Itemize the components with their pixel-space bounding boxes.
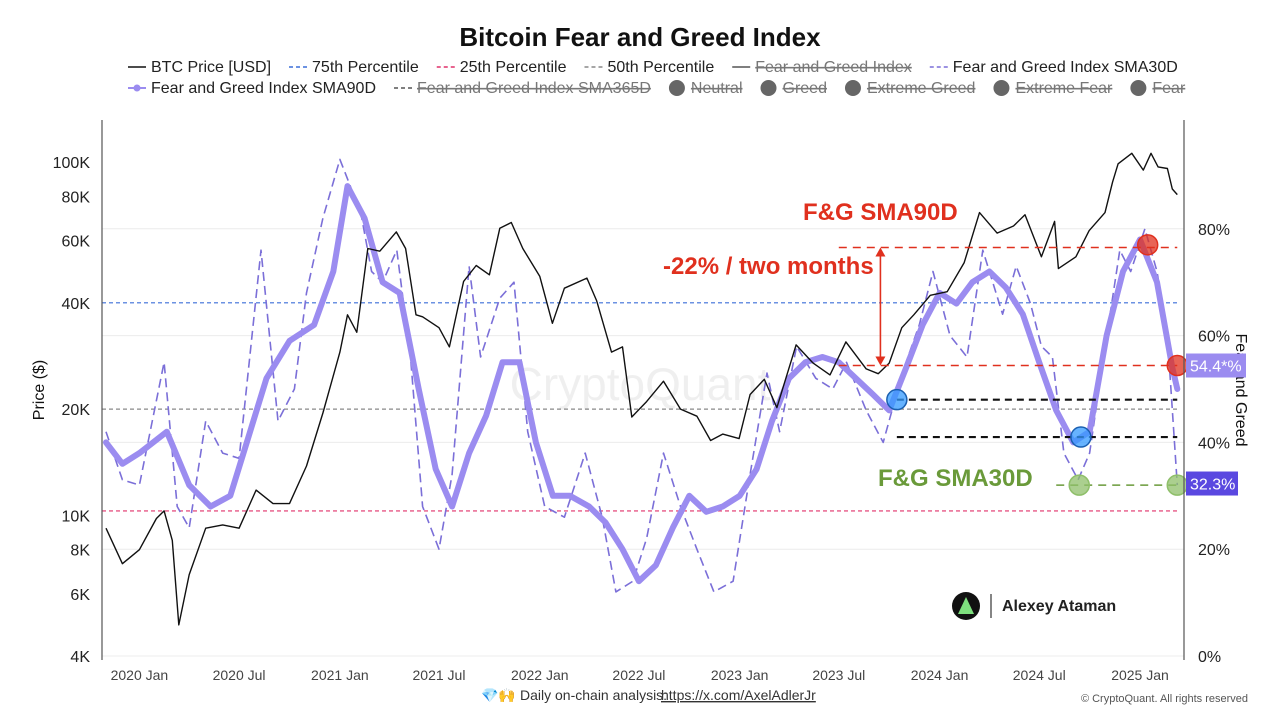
- annotation-sma90d: F&G SMA90D: [803, 199, 958, 226]
- arrow-head-down: [875, 356, 886, 366]
- series-line-btc-price: [105, 152, 1178, 626]
- footer-text: Daily on-chain analysis:: [520, 687, 667, 703]
- x-tick: 2024 Jul: [1013, 667, 1066, 683]
- marker-circle: [1136, 234, 1159, 256]
- x-tick: 2023 Jul: [812, 667, 865, 683]
- y-axis-right-label: Fear and Greed: [1232, 334, 1249, 447]
- legend-item[interactable]: 75th Percentile: [289, 59, 419, 76]
- series-group: [103, 152, 1181, 626]
- x-axis-ticks: 2020 Jan 2020 Jul 2021 Jan 2021 Jul 2022 Jan…: [111, 667, 1169, 683]
- legend-label: Neutral: [691, 80, 743, 97]
- y-tick-left: 10K: [62, 508, 91, 525]
- y-tick-right: 0%: [1198, 649, 1221, 666]
- y-tick-right: 80%: [1198, 222, 1230, 239]
- value-badges: 54.4*% 32.3%: [1186, 353, 1246, 496]
- value-badge: [1186, 471, 1238, 496]
- x-tick: 2020 Jul: [213, 667, 266, 683]
- left-axis-ticks: 4K 6K 8K 10K 20K 40K 60K 80K 100K: [53, 155, 91, 666]
- legend-label: Fear and Greed Index SMA30D: [953, 59, 1178, 76]
- legend-item[interactable]: Extreme Greed: [844, 80, 975, 97]
- legend: BTC Price [USD] 75th Percentile 25th Perce…: [128, 59, 1186, 97]
- watermark: CryptoQuant: [510, 358, 771, 410]
- legend-item[interactable]: Fear and Greed Index SMA30D: [929, 59, 1178, 76]
- legend-item[interactable]: Greed: [760, 80, 827, 97]
- legend-item[interactable]: Fear: [1130, 80, 1186, 97]
- legend-swatch: [760, 80, 777, 96]
- y-tick-left: 4K: [70, 649, 90, 666]
- legend-item[interactable]: 50th Percentile: [584, 59, 714, 76]
- footer-link[interactable]: https://x.com/AxelAdlerJr: [661, 687, 816, 703]
- y-tick-left: 40K: [62, 296, 91, 313]
- legend-swatch: [993, 80, 1010, 96]
- legend-swatch: [1130, 80, 1147, 96]
- author-block: Alexey Ataman: [952, 592, 1116, 620]
- y-tick-left: 100K: [53, 155, 91, 172]
- x-tick: 2024 Jan: [911, 667, 969, 683]
- y-tick-left: 60K: [62, 234, 91, 251]
- legend-item[interactable]: Fear and Greed Index SMA365D: [394, 80, 651, 97]
- value-badge: [1186, 353, 1246, 378]
- x-tick: 2022 Jan: [511, 667, 569, 683]
- author-logo-icon: [958, 597, 974, 614]
- footer-emoji: 💎🙌: [481, 687, 516, 703]
- legend-item[interactable]: Extreme Fear: [993, 80, 1113, 97]
- value-badge-text: 32.3%: [1190, 477, 1235, 494]
- x-tick: 2025 Jan: [1111, 667, 1169, 683]
- annotation-sma30d: F&G SMA30D: [878, 465, 1033, 492]
- x-tick: 2020 Jan: [111, 667, 169, 683]
- legend-label: Greed: [783, 80, 827, 97]
- series-line-sma90d: [103, 183, 1181, 585]
- copyright: © CryptoQuant. All rights reserved: [1081, 693, 1248, 705]
- legend-swatch: [668, 80, 685, 96]
- legend-label: 25th Percentile: [460, 59, 567, 76]
- legend-item[interactable]: Fear and Greed Index SMA90D: [128, 80, 376, 97]
- right-axis-ticks: 0% 20% 40% 60% 80%: [1198, 222, 1230, 666]
- legend-item[interactable]: 25th Percentile: [436, 59, 567, 76]
- y-tick-right: 20%: [1198, 542, 1230, 559]
- legend-item[interactable]: Neutral: [668, 80, 743, 97]
- level-lines: [838, 246, 1178, 486]
- legend-item[interactable]: Fear and Greed Index: [732, 59, 912, 76]
- legend-label: BTC Price [USD]: [151, 59, 271, 76]
- x-tick: 2023 Jan: [711, 667, 769, 683]
- y-tick-right: 40%: [1198, 435, 1230, 452]
- annotation-drop: -22% / two months: [663, 253, 874, 280]
- author-name: Alexey Ataman: [1002, 598, 1116, 615]
- y-tick-right: 60%: [1198, 329, 1230, 346]
- legend-swatch-dot: [133, 84, 141, 92]
- legend-swatch: [844, 80, 861, 96]
- marker-circle: [886, 388, 908, 411]
- x-tick: 2021 Jul: [413, 667, 466, 683]
- marker-circle: [1068, 474, 1090, 496]
- y-axis-left-label: Price ($): [31, 360, 48, 420]
- value-badge-text: 54.4*%: [1190, 359, 1242, 376]
- chart-title: Bitcoin Fear and Greed Index: [459, 22, 821, 52]
- legend-label: Fear: [1152, 80, 1186, 97]
- legend-item[interactable]: BTC Price [USD]: [128, 59, 271, 76]
- y-tick-left: 80K: [62, 189, 91, 206]
- y-tick-left: 20K: [62, 402, 91, 419]
- legend-label: Extreme Fear: [1015, 80, 1113, 97]
- legend-label: Fear and Greed Index SMA365D: [417, 80, 651, 97]
- arrow-head-up: [875, 247, 886, 257]
- y-tick-left: 6K: [70, 587, 90, 604]
- x-tick: 2022 Jul: [612, 667, 665, 683]
- x-tick: 2021 Jan: [311, 667, 369, 683]
- legend-label: Fear and Greed Index SMA90D: [151, 80, 376, 97]
- footer: 💎🙌 Daily on-chain analysis: https://x.co…: [481, 687, 1248, 705]
- legend-label: 50th Percentile: [607, 59, 714, 76]
- reference-lines: [102, 302, 1180, 512]
- y-tick-left: 8K: [70, 543, 90, 560]
- legend-label: Extreme Greed: [867, 80, 975, 97]
- legend-label: 75th Percentile: [312, 59, 419, 76]
- gridlines: [102, 228, 1184, 657]
- legend-label: Fear and Greed Index: [755, 59, 912, 76]
- marker-circle: [1070, 426, 1092, 448]
